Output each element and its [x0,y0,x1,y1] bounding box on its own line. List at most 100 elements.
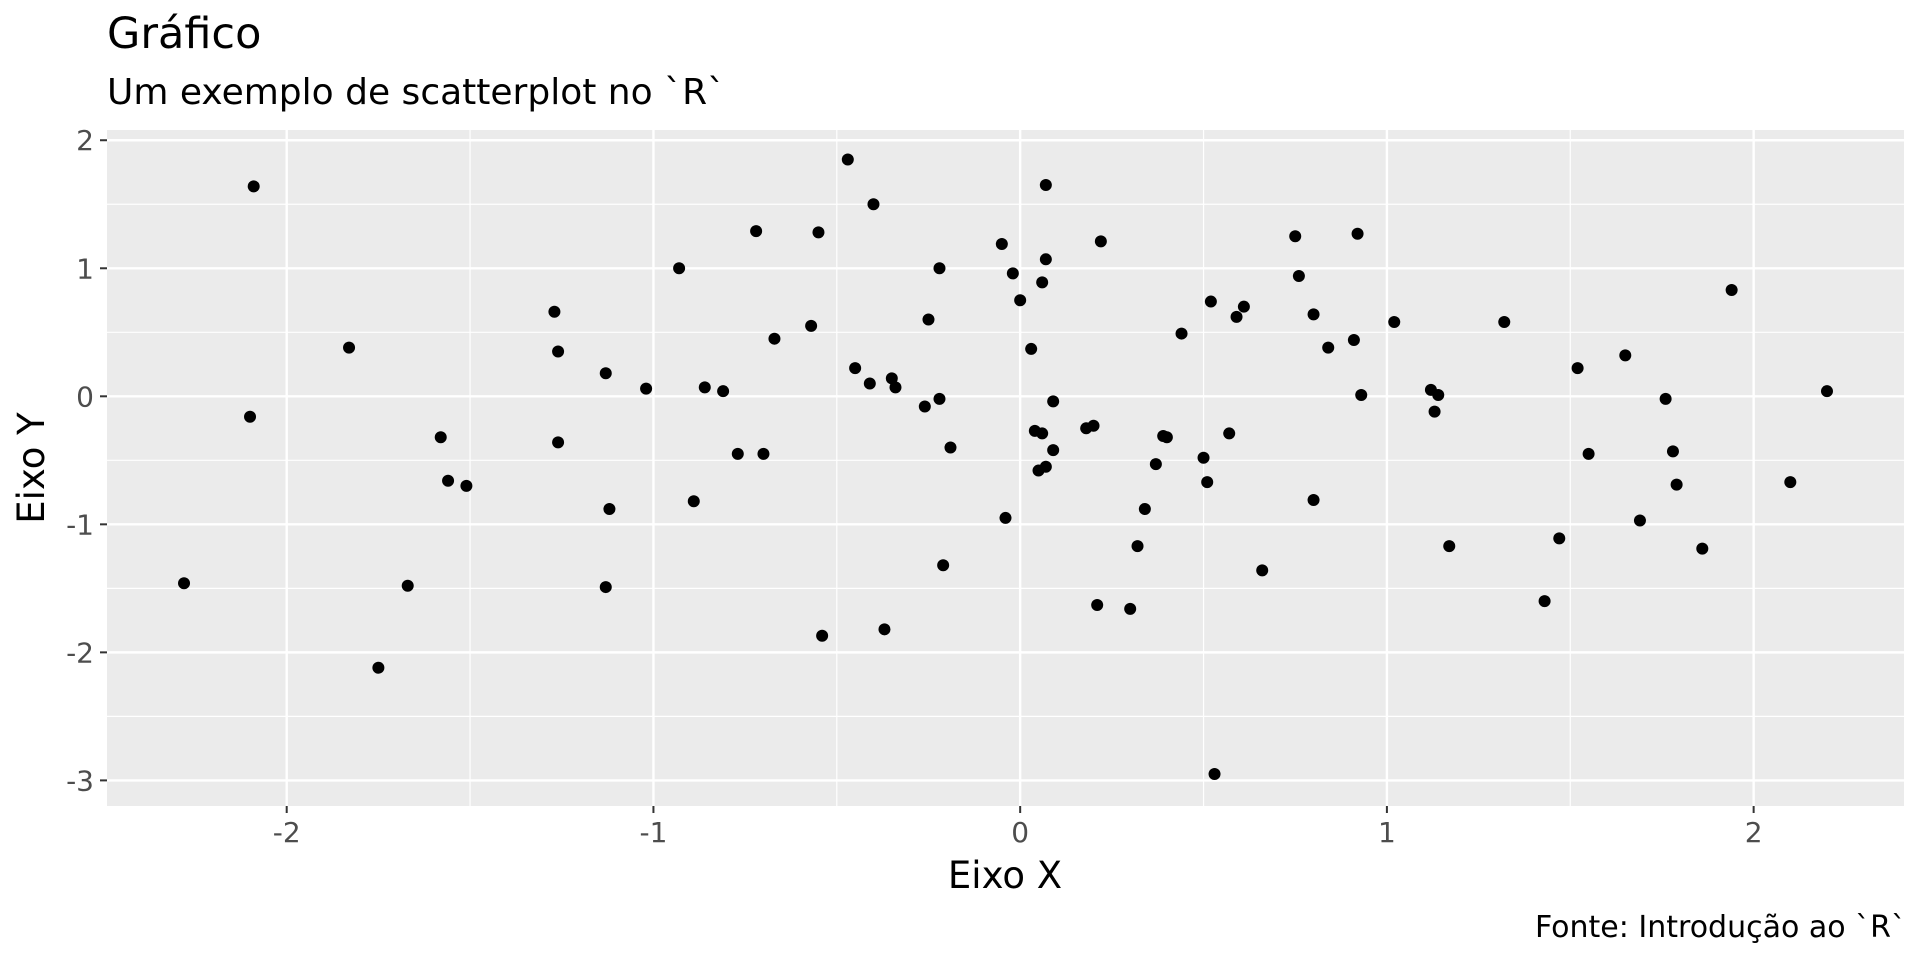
data-point [1197,451,1210,464]
data-point [1784,476,1797,489]
data-point [922,313,935,326]
chart-subtitle: Um exemplo de scatterplot no `R` [107,72,725,113]
data-point [1292,269,1305,282]
data-point [1124,602,1137,615]
data-point [1351,227,1364,240]
data-point [863,377,876,390]
data-point [372,661,385,674]
y-tick-label: -2 [66,636,94,669]
data-point [805,319,818,332]
data-point [1307,308,1320,321]
data-point [1582,447,1595,460]
data-point [1659,392,1672,405]
data-point [244,410,257,423]
plot-panel [107,130,1904,806]
data-point [1237,300,1250,313]
data-point [1039,179,1052,192]
data-point [944,441,957,454]
data-point [1087,419,1100,432]
data-point [1175,327,1188,340]
data-point [673,262,686,275]
data-point [1039,460,1052,473]
data-point [442,474,455,487]
data-point [1696,542,1709,555]
data-point [178,577,191,590]
data-point [1633,514,1646,527]
data-point [1047,395,1060,408]
data-point [1149,458,1162,471]
chart-caption: Fonte: Introdução ao `R` [1535,910,1906,945]
data-point [1201,476,1214,489]
y-axis-title: Eixo Y [10,412,53,524]
data-point [1047,444,1060,457]
data-point [816,629,829,642]
data-point [1006,267,1019,280]
data-point [1138,502,1151,515]
data-point [768,332,781,345]
data-point [1131,540,1144,553]
data-point [460,479,473,492]
data-point [933,262,946,275]
data-point [1036,276,1049,289]
data-point [599,581,612,594]
data-point [1256,564,1269,577]
data-point [1443,540,1456,553]
data-point [841,153,854,166]
data-point [640,382,653,395]
data-point [1388,316,1401,329]
y-tick-label: -1 [66,508,94,541]
data-point [1094,235,1107,248]
data-point [999,511,1012,524]
x-tick-label: -2 [273,816,301,849]
data-point [698,381,711,394]
x-tick-label: -1 [639,816,667,849]
data-point [1553,532,1566,545]
data-point [1347,333,1360,346]
x-tick-label: 1 [1378,816,1396,849]
data-points [178,153,1833,780]
data-point [878,623,891,636]
data-point [1160,431,1173,444]
data-point [247,180,260,193]
x-tick-label: 2 [1745,816,1763,849]
data-point [1571,362,1584,375]
data-point [1039,253,1052,266]
data-point [1307,494,1320,507]
data-point [918,400,931,413]
data-point [717,385,730,398]
data-point [937,559,950,572]
major-gridlines [107,130,1904,806]
data-point [1036,427,1049,440]
data-point [1432,389,1445,402]
x-tick-label: 0 [1011,816,1029,849]
y-tick-label: 1 [76,252,94,285]
data-point [1670,478,1683,491]
data-point [1091,598,1104,611]
y-tick-label: 2 [76,124,94,157]
data-point [889,381,902,394]
data-point [1355,389,1368,402]
y-axis-ticks: -3 -2 -1 0 1 2 [66,124,107,797]
data-point [1820,385,1833,398]
data-point [1014,294,1027,307]
data-point [812,226,825,239]
data-point [434,431,447,444]
data-point [1538,595,1551,608]
data-point [750,225,763,238]
data-point [1498,316,1511,329]
x-axis-ticks: -2 -1 0 1 2 [273,806,1763,849]
data-point [552,436,565,449]
data-point [603,502,616,515]
data-point [1289,230,1302,243]
data-point [849,362,862,375]
data-point [1223,427,1236,440]
data-point [343,341,356,354]
data-point [1619,349,1632,362]
data-point [1666,445,1679,458]
data-point [1208,767,1221,780]
data-point [867,198,880,211]
data-point [552,345,565,358]
data-point [933,392,946,405]
chart-title: Gráfico [107,9,261,59]
